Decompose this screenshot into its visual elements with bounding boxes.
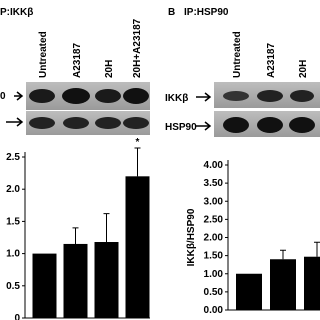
error-bar <box>280 249 286 260</box>
blot-label: HSP90 <box>165 122 197 133</box>
lane-label: 20H <box>104 60 115 78</box>
error-bar <box>134 147 141 177</box>
bar <box>94 242 119 318</box>
error-bar <box>103 213 110 243</box>
y-tick-label: 0 <box>14 313 20 320</box>
lane-label: A23187 <box>72 43 83 78</box>
y-tick-label: 3.50 <box>204 178 224 189</box>
bar <box>236 273 262 310</box>
y-tick-label: 2.5 <box>6 152 20 163</box>
error-bar <box>314 241 320 257</box>
y-tick-label: 3.00 <box>204 196 224 207</box>
y-tick-label: 1.0 <box>6 249 20 260</box>
y-tick-label: 2.50 <box>204 214 224 225</box>
lane-label: Untreated <box>232 31 243 78</box>
bar <box>125 176 150 318</box>
lane-label: 20H <box>298 60 309 78</box>
y-tick-label: 1.50 <box>204 251 224 262</box>
panel-letter: B <box>168 7 175 18</box>
y-tick-label: 2.00 <box>204 233 224 244</box>
error-bar <box>72 227 79 244</box>
bar <box>304 256 320 310</box>
lane-label: 20H+A23187 <box>132 18 143 78</box>
y-axis-label: IKKβ/HSP90 <box>186 208 197 266</box>
y-tick-label: 1.5 <box>6 216 20 227</box>
y-tick-label: 1.00 <box>204 269 224 280</box>
bar <box>32 253 57 318</box>
bar <box>270 259 296 310</box>
y-tick-label: 4.00 <box>204 160 224 171</box>
y-tick-label: 0.5 <box>6 281 20 292</box>
panel-label: IP:HSP90 <box>184 7 229 18</box>
blots <box>6 82 320 137</box>
blot-label: IKKβ <box>165 93 188 104</box>
y-tick-label: 2.0 <box>6 184 20 195</box>
cut-label: 0 <box>0 91 6 102</box>
panel-label: P:IKKβ <box>0 7 33 18</box>
annotation: * <box>136 137 140 148</box>
bar <box>63 243 88 318</box>
lane-label: A23187 <box>266 43 277 78</box>
y-tick-label: 0.50 <box>204 287 224 298</box>
y-tick-label: 0.00 <box>204 305 224 316</box>
lane-label: Untreated <box>38 31 49 78</box>
